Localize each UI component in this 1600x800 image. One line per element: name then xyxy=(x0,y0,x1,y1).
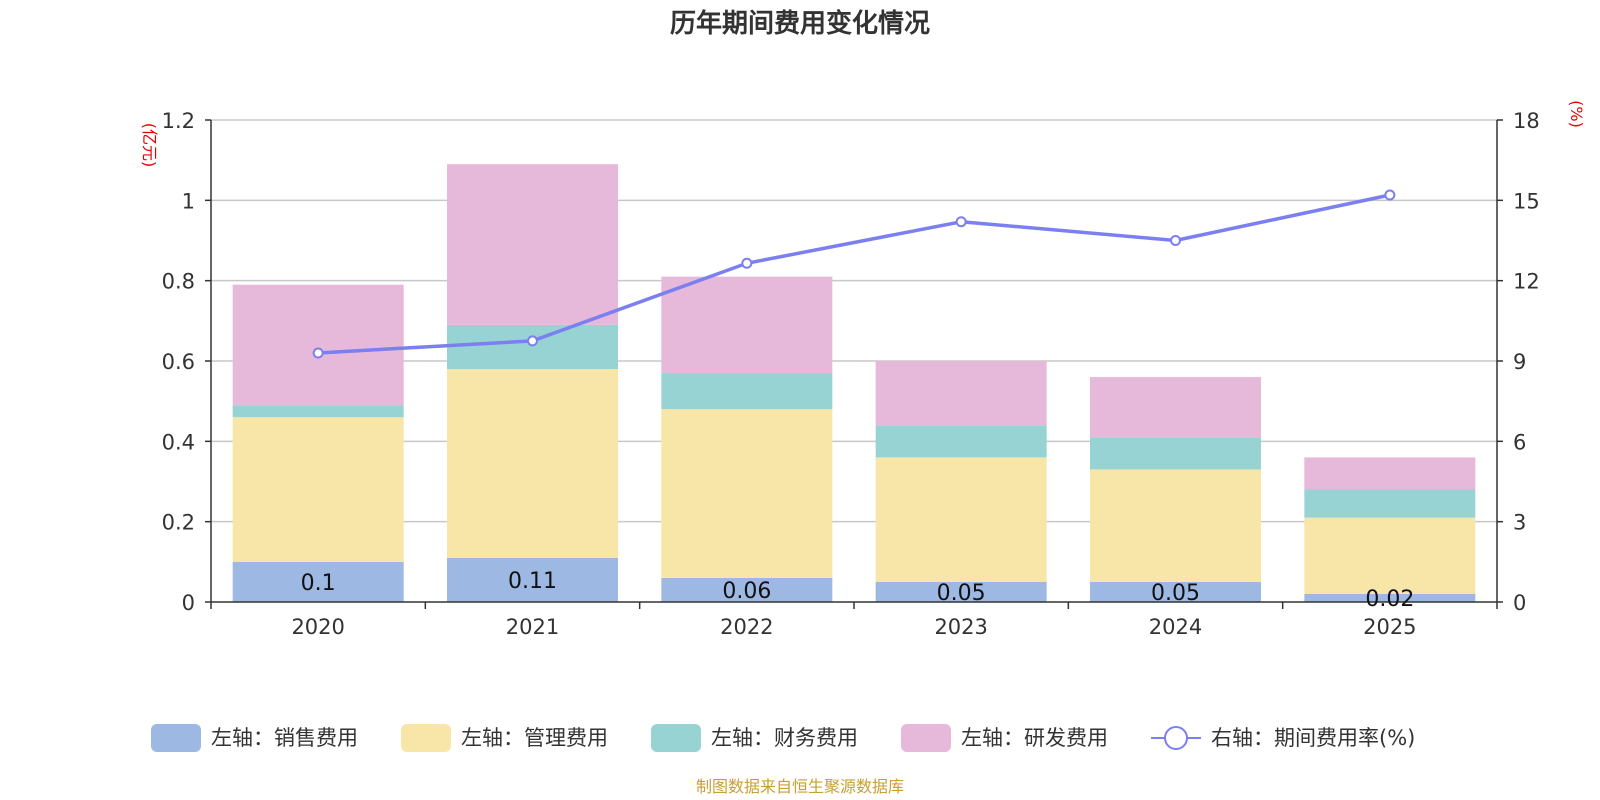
bar-segment-1 xyxy=(1304,593,1476,602)
bar-segment-2 xyxy=(661,409,833,578)
chart-title: 历年期间费用变化情况 xyxy=(670,8,930,39)
source-note: 制图数据来自恒生聚源数据库 xyxy=(696,777,904,796)
bar-segment-1 xyxy=(1090,581,1261,602)
legend: 左轴：销售费用 左轴：管理费用 左轴：财务费用 左轴：研发费用 右轴：期间费用率(%) xyxy=(151,724,1415,752)
left-axis-tick-label: 0.2 xyxy=(162,511,195,535)
x-axis-tick-label: 2020 xyxy=(291,615,344,639)
bar-segment-1 xyxy=(447,557,618,602)
bar-segment-2 xyxy=(1090,469,1261,582)
rate-line-series xyxy=(312,189,1396,359)
right-axis-unit: (%) xyxy=(1567,100,1586,128)
left-axis-tick-label: 0 xyxy=(182,591,195,615)
bar-segment-4 xyxy=(1090,377,1261,438)
right-axis-tick-label: 6 xyxy=(1513,430,1526,454)
right-axis-tick-label: 3 xyxy=(1513,511,1526,535)
bar-segment-4 xyxy=(1304,457,1476,490)
rate-line xyxy=(318,193,1391,355)
bar-segment-2 xyxy=(447,369,618,558)
left-axis-tick-label: 0.8 xyxy=(162,270,195,294)
data-label: 0.11 xyxy=(508,569,557,594)
bar-segment-4 xyxy=(232,284,404,406)
x-axis-tick-label: 2021 xyxy=(506,615,559,639)
data-labels: 0.1 0.11 0.06 0.05 0.05 0.02 xyxy=(301,569,1415,612)
legend-swatch xyxy=(401,724,451,752)
right-axis-tick-label: 12 xyxy=(1513,270,1540,294)
right-axis-tick-label: 0 xyxy=(1513,591,1526,615)
axes: 0 0.2 0.4 0.6 0.8 1 1.2 0 3 6 9 12 15 18 2020 2021 2022 2… xyxy=(162,109,1540,639)
legend-label: 左轴：财务费用 xyxy=(711,726,858,750)
left-axis-tick-label: 1.2 xyxy=(162,109,195,133)
bar-segment-1 xyxy=(232,561,404,602)
rate-point xyxy=(741,257,753,269)
x-axis-tick-label: 2025 xyxy=(1363,615,1416,639)
x-axis-tick-label: 2023 xyxy=(934,615,987,639)
bar-segment-1 xyxy=(875,581,1047,602)
data-label: 0.1 xyxy=(301,571,336,596)
left-axis-tick-label: 0.6 xyxy=(162,350,195,374)
right-axis-tick-label: 9 xyxy=(1513,350,1526,374)
x-axis-tick-label: 2022 xyxy=(720,615,773,639)
right-axis-tick-label: 15 xyxy=(1513,189,1540,213)
legend-marker xyxy=(1164,726,1188,750)
legend-swatch xyxy=(151,724,201,752)
legend-label: 左轴：管理费用 xyxy=(461,726,608,750)
data-label: 0.05 xyxy=(1151,581,1200,606)
bar-segment-3 xyxy=(232,405,404,418)
bar-segment-2 xyxy=(875,457,1047,582)
legend-label: 左轴：研发费用 xyxy=(961,726,1108,750)
right-axis-tick-label: 18 xyxy=(1513,109,1540,133)
legend-swatch xyxy=(901,724,951,752)
left-axis-tick-label: 0.4 xyxy=(162,430,195,454)
rate-point xyxy=(1170,235,1181,246)
data-label: 0.06 xyxy=(722,579,771,604)
bar-segment-4 xyxy=(875,361,1047,426)
bar-segment-3 xyxy=(875,425,1047,458)
bar-segment-1 xyxy=(661,577,833,602)
bar-segment-2 xyxy=(232,417,404,562)
legend-swatch xyxy=(651,724,701,752)
legend-label: 左轴：销售费用 xyxy=(211,726,358,750)
bar-segment-3 xyxy=(1090,437,1261,470)
x-axis-tick-label: 2024 xyxy=(1149,615,1202,639)
data-label: 0.05 xyxy=(937,581,986,606)
rate-point xyxy=(527,335,538,347)
rate-point xyxy=(312,347,324,359)
bar-segment-4 xyxy=(661,276,833,374)
bar-series xyxy=(232,164,1476,602)
rate-point xyxy=(955,216,967,228)
data-label: 0.02 xyxy=(1365,587,1414,612)
left-axis-tick-label: 1 xyxy=(182,189,195,213)
rate-point xyxy=(1384,189,1396,201)
bar-segment-3 xyxy=(1304,489,1476,518)
grid-lines xyxy=(211,119,1497,523)
bar-segment-3 xyxy=(447,324,618,370)
legend-label: 右轴：期间费用率(%) xyxy=(1211,726,1415,750)
bar-segment-3 xyxy=(661,373,833,410)
bar-segment-2 xyxy=(1304,517,1476,594)
bar-segment-4 xyxy=(447,164,618,325)
left-axis-unit: (亿元) xyxy=(140,123,159,168)
